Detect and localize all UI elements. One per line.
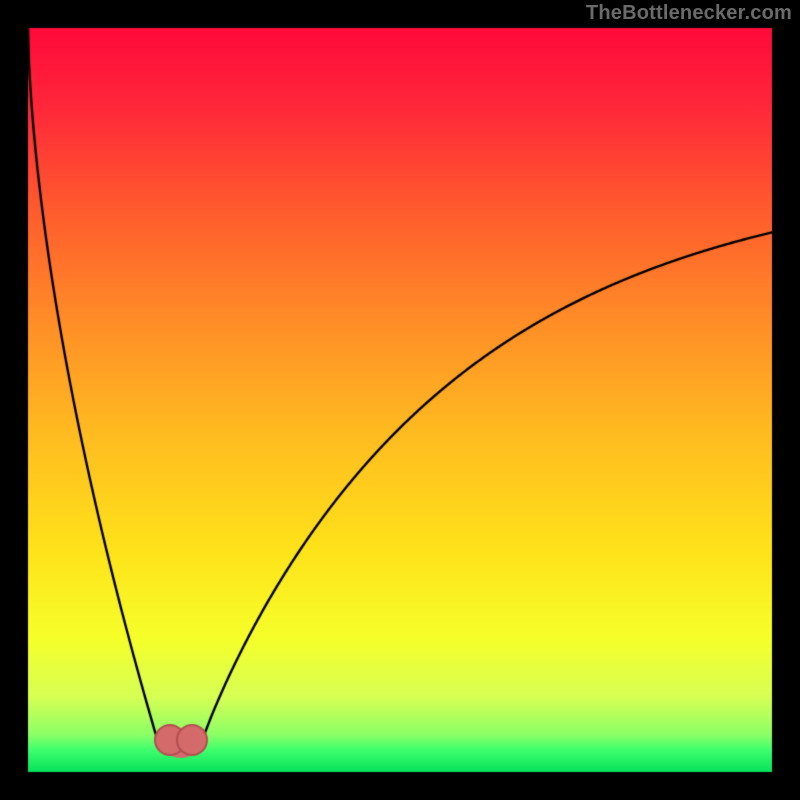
figure-stage: TheBottlenecker.com — [0, 0, 800, 800]
watermark-text: TheBottlenecker.com — [586, 2, 792, 25]
chart-canvas — [0, 0, 800, 800]
